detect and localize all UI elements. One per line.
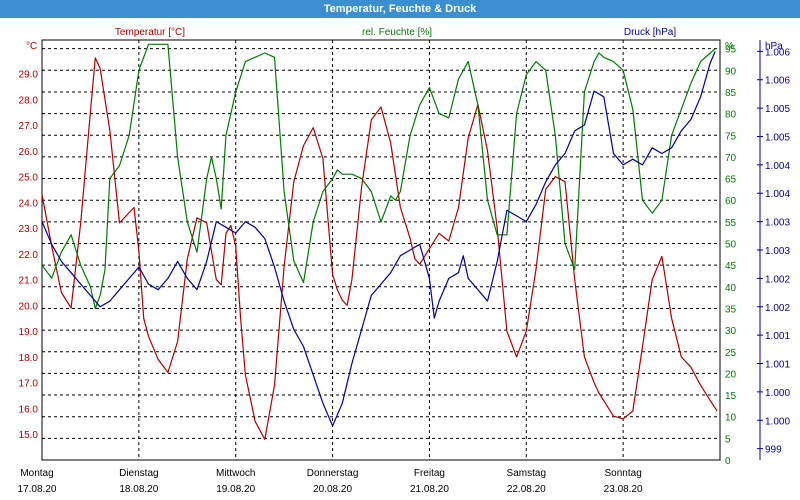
- tick-label-humidity: 60: [725, 196, 737, 207]
- tick-label-temperature: 20.0: [19, 301, 39, 312]
- x-tick-day: Sonntag: [605, 468, 642, 479]
- x-tick-date: 17.08.20: [18, 484, 57, 495]
- tick-label-temperature: 27.0: [19, 121, 39, 132]
- axis-middle-humidity: 0 5 10 15 20 25 30 35 40 45 50 55 60 65 70 75 80 85 90 95: [725, 45, 737, 467]
- tick-label-pressure: 1.006: [765, 47, 790, 58]
- tick-label-humidity: 15: [725, 391, 737, 402]
- tick-label-humidity: 35: [725, 304, 737, 315]
- tick-label-pressure: 1.000: [765, 388, 790, 399]
- tick-label-humidity: 75: [725, 131, 737, 142]
- tick-label-pressure: 1.004: [765, 161, 790, 172]
- axis-left-temperature: 15.0 16.0 17.0 18.0 19.0 20.0 21.0 22.0 23.0 24.0…: [19, 69, 39, 441]
- tick-label-pressure: 1.000: [765, 416, 790, 427]
- x-tick-date: 23.08.20: [604, 484, 643, 495]
- tick-label-pressure: 1.004: [765, 189, 790, 200]
- x-tick-date: 21.08.20: [410, 484, 449, 495]
- tick-label-humidity: 90: [725, 66, 737, 77]
- axis-label-humidity: rel. Feuchte [%]: [362, 27, 432, 38]
- x-tick-date: 22.08.20: [507, 484, 546, 495]
- series-temperature: [41, 57, 718, 440]
- tick-label-temperature: 19.0: [19, 327, 39, 338]
- tick-label-humidity: 10: [725, 413, 737, 424]
- tick-label-humidity: 55: [725, 218, 737, 229]
- tick-label-humidity: 20: [725, 369, 737, 380]
- x-tick-day: Samstag: [507, 468, 546, 479]
- x-tick-date: 19.08.20: [216, 484, 255, 495]
- tick-label-humidity: 65: [725, 175, 737, 186]
- tick-label-pressure: 1.002: [765, 274, 790, 285]
- window-title: Temperatur, Feuchte & Druck: [0, 0, 800, 18]
- x-tick-date: 18.08.20: [119, 484, 158, 495]
- tick-label-humidity: 45: [725, 261, 737, 272]
- grid: [42, 40, 720, 460]
- axis-label-temperature: Temperatur [°C]: [115, 27, 185, 38]
- tick-label-humidity: 50: [725, 240, 737, 251]
- x-tick-day: Dienstag: [119, 468, 158, 479]
- tick-label-temperature: 22.0: [19, 250, 39, 261]
- x-tick-day: Freitag: [414, 468, 445, 479]
- tick-label-pressure: 1.001: [765, 331, 790, 342]
- axis-x-days: Montag 17.08.20 Dienstag 18.08.20 Mittwoch 19…: [18, 468, 644, 495]
- tick-label-pressure: 1.002: [765, 303, 790, 314]
- axis-label-pressure: Druck [hPa]: [624, 27, 676, 38]
- tick-label-humidity: 80: [725, 110, 737, 121]
- plot-frame: [41, 39, 721, 461]
- tick-label-pressure: 1.005: [765, 132, 790, 143]
- tick-label-humidity: 25: [725, 348, 737, 359]
- tick-label-temperature: 23.0: [19, 224, 39, 235]
- unit-humidity: %: [725, 41, 734, 52]
- tick-label-humidity: 30: [725, 326, 737, 337]
- x-tick-date: 20.08.20: [313, 484, 352, 495]
- tick-label-temperature: 18.0: [19, 353, 39, 364]
- tick-label-temperature: 17.0: [19, 379, 39, 390]
- series-humidity: [41, 43, 716, 310]
- tick-label-temperature: 24.0: [19, 198, 39, 209]
- series-pressure: [41, 51, 716, 427]
- tick-label-humidity: 70: [725, 153, 737, 164]
- unit-pressure: hPa: [765, 41, 783, 52]
- tick-label-humidity: 95: [725, 45, 737, 56]
- tick-label-humidity: 85: [725, 88, 737, 99]
- tick-label-pressure: 1.003: [765, 246, 790, 257]
- axis-right-pressure: 999 1.000 1.000 1.001 1.001 1.002 1.002 1.003 1.…: [757, 40, 790, 460]
- x-tick-day: Mittwoch: [216, 468, 255, 479]
- tick-label-humidity: 5: [725, 434, 731, 445]
- series-lines: [41, 43, 718, 440]
- tick-label-temperature: 26.0: [19, 147, 39, 158]
- tick-label-pressure: 1.003: [765, 218, 790, 229]
- tick-label-pressure: 999: [765, 445, 782, 456]
- tick-label-temperature: 21.0: [19, 276, 39, 287]
- tick-label-pressure: 1.001: [765, 360, 790, 371]
- tick-label-temperature: 28.0: [19, 95, 39, 106]
- tick-label-temperature: 25.0: [19, 173, 39, 184]
- tick-label-humidity: 40: [725, 283, 737, 294]
- tick-label-pressure: 1.005: [765, 104, 790, 115]
- tick-label-temperature: 29.0: [19, 69, 39, 80]
- unit-temperature: °C: [26, 41, 37, 52]
- tick-label-temperature: 15.0: [19, 430, 39, 441]
- x-tick-day: Donnerstag: [307, 468, 359, 479]
- tick-label-pressure: 1.006: [765, 76, 790, 87]
- x-tick-day: Montag: [20, 468, 53, 479]
- tick-label-humidity: 0: [725, 456, 731, 467]
- tick-label-temperature: 16.0: [19, 404, 39, 415]
